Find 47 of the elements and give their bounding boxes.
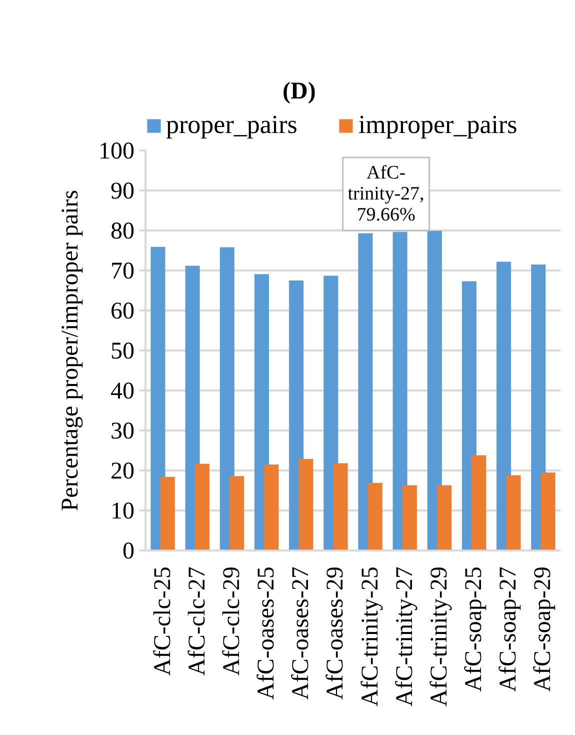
bar bbox=[264, 464, 279, 550]
x-tick-label: AfC-oases-27 bbox=[288, 566, 314, 700]
y-tick-label: 20 bbox=[110, 458, 134, 484]
legend-label: improper_pairs bbox=[358, 110, 518, 140]
x-tick-label: AfC-oases-29 bbox=[322, 566, 349, 700]
y-tick-label: 90 bbox=[110, 178, 134, 204]
bar bbox=[402, 485, 417, 550]
x-tick-label: AfC-clc-25 bbox=[150, 566, 176, 676]
bar bbox=[472, 455, 486, 550]
x-tick-label: AfC-oases-25 bbox=[254, 566, 280, 700]
bar bbox=[506, 475, 521, 550]
bar bbox=[298, 458, 314, 550]
x-tick-label: AfC-soap-27 bbox=[496, 566, 522, 692]
y-tick-label: 80 bbox=[110, 218, 134, 244]
chart-title: (D) bbox=[282, 78, 316, 104]
x-tick-label: AfC-trinity-25 bbox=[357, 566, 384, 706]
y-tick-label: 30 bbox=[110, 418, 134, 444]
bar bbox=[194, 464, 210, 550]
y-tick-label: 50 bbox=[110, 338, 134, 364]
bar bbox=[150, 246, 166, 550]
x-tick-label: AfC-soap-29 bbox=[530, 566, 556, 692]
x-tick-label: AfC-soap-25 bbox=[461, 566, 488, 692]
bar bbox=[531, 264, 546, 550]
bar bbox=[540, 472, 556, 550]
annotation: AfC-trinity-27, 79.66% bbox=[348, 162, 424, 226]
legend-label: proper_pairs bbox=[166, 110, 298, 140]
y-tick-label: 0 bbox=[122, 538, 134, 564]
bar bbox=[496, 262, 512, 550]
bar bbox=[333, 463, 348, 550]
y-tick-label: 40 bbox=[110, 378, 134, 404]
y-tick-label: 60 bbox=[110, 298, 134, 324]
bar bbox=[220, 247, 234, 550]
y-axis-title: Percentage proper/improper pairs bbox=[58, 190, 84, 512]
x-tick-label: AfC-trinity-29 bbox=[426, 566, 452, 706]
bar bbox=[427, 230, 442, 550]
x-tick-label: AfC-clc-29 bbox=[218, 566, 245, 676]
bar bbox=[368, 482, 382, 550]
y-tick-label: 70 bbox=[110, 258, 134, 284]
y-tick-label: 100 bbox=[98, 138, 134, 164]
bar bbox=[160, 476, 175, 550]
x-tick-label: AfC-clc-27 bbox=[184, 566, 210, 676]
bar bbox=[358, 233, 373, 550]
bar bbox=[437, 485, 452, 550]
y-tick-label: 10 bbox=[110, 498, 134, 524]
bar bbox=[230, 476, 244, 550]
bar bbox=[392, 232, 408, 550]
x-tick-label: AfC-trinity-27 bbox=[392, 566, 418, 706]
